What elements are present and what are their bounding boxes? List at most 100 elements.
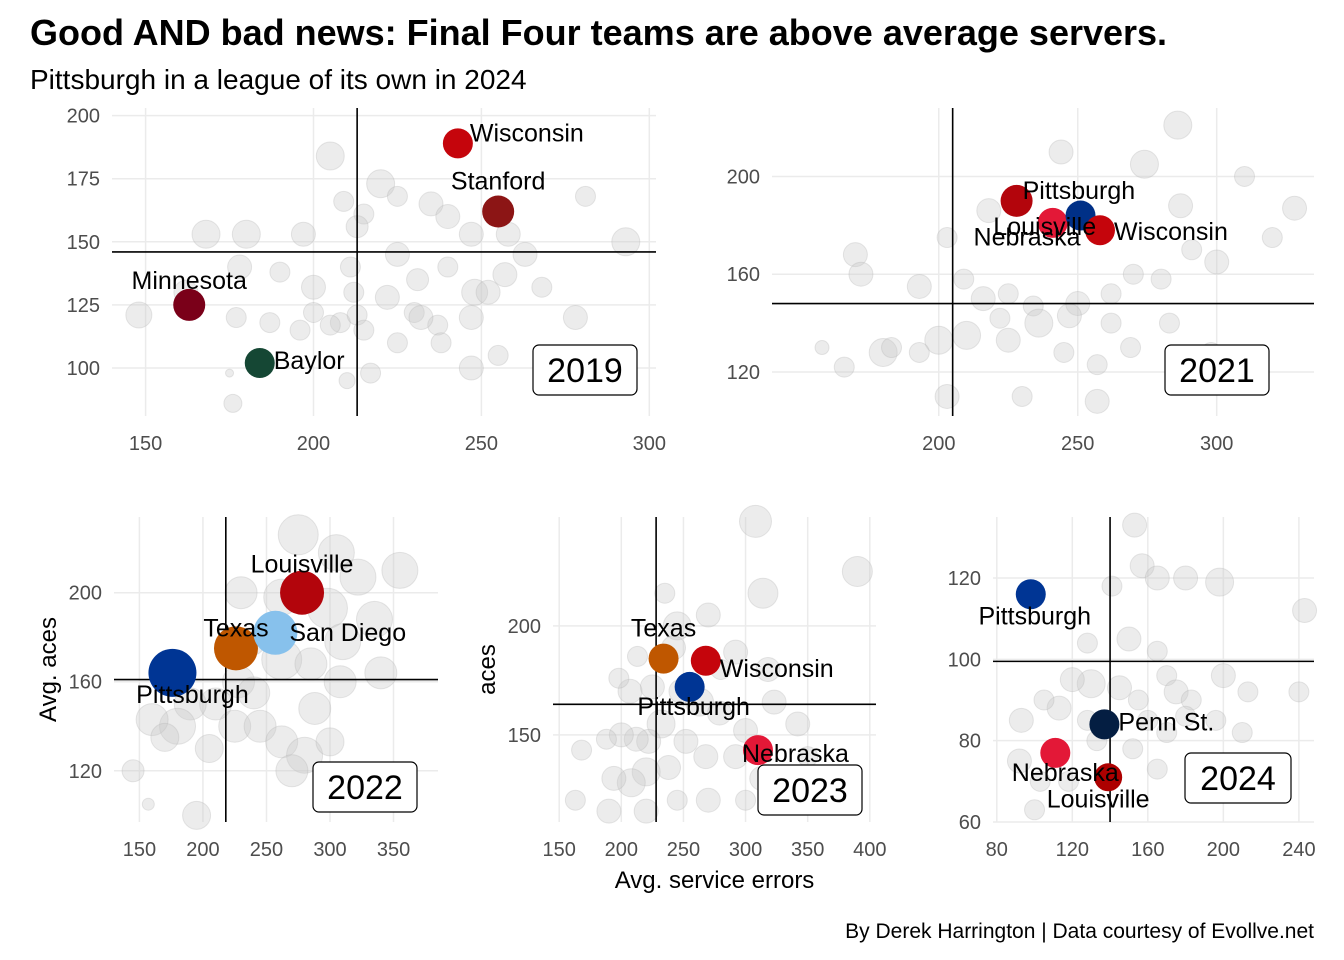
background-team-point [646,709,676,739]
background-team-point [723,639,749,665]
background-team-point [1120,337,1142,359]
background-team-point [1033,689,1055,711]
background-team-point [601,765,627,791]
background-team-point [1292,598,1318,624]
y-tick-label: 200 [508,616,541,638]
background-team-point [1231,722,1253,744]
background-team-point [970,286,996,312]
x-tick-label: 200 [922,433,955,455]
background-team-point [1024,799,1046,821]
x-tick-label: 350 [791,839,824,861]
team-point-louisville [280,570,325,615]
team-label: Pittsburgh [136,681,249,709]
y-tick-label: 200 [727,166,760,188]
background-team-point [333,190,355,212]
background-team-point [656,755,682,781]
x-tick-label: 350 [377,839,410,861]
background-team-point [616,768,646,798]
team-label: Wisconsin [1114,218,1228,246]
y-tick-label: 60 [959,812,981,834]
background-team-point [458,221,484,247]
y-tick-label: 150 [508,725,541,747]
team-point-san-diego [253,610,298,655]
team-label: Pittsburgh [1023,177,1136,205]
chart-caption: By Derek Harrington | Data courtesy of E… [845,920,1314,943]
background-team-point [512,241,538,267]
background-team-point [1168,193,1194,219]
y-tick-label: 125 [67,295,100,317]
background-team-point [317,534,355,572]
x-tick-label: 250 [667,839,700,861]
background-team-point [906,273,932,299]
team-point-minnesota [173,288,206,321]
background-team-point [430,332,452,354]
background-team-point [1158,312,1180,334]
year-box [312,761,418,813]
background-team-point [1022,295,1044,317]
y-tick-label: 100 [67,358,100,380]
background-team-point [662,611,692,641]
background-team-point [461,278,489,306]
background-team-point [269,261,291,283]
team-point-pittsburgh [674,671,705,702]
background-team-point [596,798,622,824]
team-point-nebraska [742,735,773,766]
background-team-point [339,558,377,596]
team-label: Louisville [251,551,354,579]
background-team-point [319,314,341,336]
x-tick-label: 200 [297,433,330,455]
team-point-wisconsin [442,128,473,159]
background-team-point [617,678,643,704]
background-team-point [1008,707,1034,733]
background-team-point [324,623,362,661]
y-tick-label: 120 [727,362,760,384]
background-team-point [953,268,975,290]
background-team-point [989,307,1011,329]
background-team-point [1076,669,1106,699]
y-tick-label: 120 [948,568,981,590]
background-team-point [1127,689,1149,711]
background-team-point [934,383,960,409]
x-tick-label: 300 [313,839,346,861]
y-tick-label: 160 [69,672,102,694]
x-tick-label: 150 [543,839,576,861]
background-team-point [135,703,169,737]
background-team-point [315,727,345,757]
team-point-nebraska [1040,737,1071,768]
background-team-point [289,319,311,341]
background-team-point [406,268,430,292]
x-tick-label: 160 [1131,839,1164,861]
background-team-point [693,744,719,770]
background-team-point [1029,770,1051,792]
team-label: Pittsburgh [637,693,750,721]
background-team-point [695,602,721,628]
background-team-point [223,393,243,413]
background-team-point [848,261,874,287]
x-tick-label: 300 [633,433,666,455]
background-team-point [475,279,501,305]
background-team-point [747,577,779,609]
x-tick-label: 400 [853,839,886,861]
background-team-point [408,305,434,331]
background-team-point [323,665,357,699]
background-team-point [1107,675,1133,701]
background-team-point [531,276,553,298]
team-point-louisville [1094,763,1123,792]
background-team-point [353,203,375,225]
background-team-point [243,709,277,743]
background-team-point [881,337,903,359]
x-tick-label: 80 [986,839,1008,861]
background-team-point [339,256,361,278]
background-team-point [666,789,688,811]
background-team-point [141,797,155,811]
team-point-wisconsin [1084,215,1115,246]
background-team-point [1163,110,1193,140]
background-team-point [265,725,299,759]
background-team-point [706,700,732,726]
background-team-point [237,676,271,710]
x-tick-label: 240 [1282,839,1315,861]
y-tick-label: 80 [959,731,981,753]
background-team-point [761,689,787,715]
background-team-point [595,728,617,750]
